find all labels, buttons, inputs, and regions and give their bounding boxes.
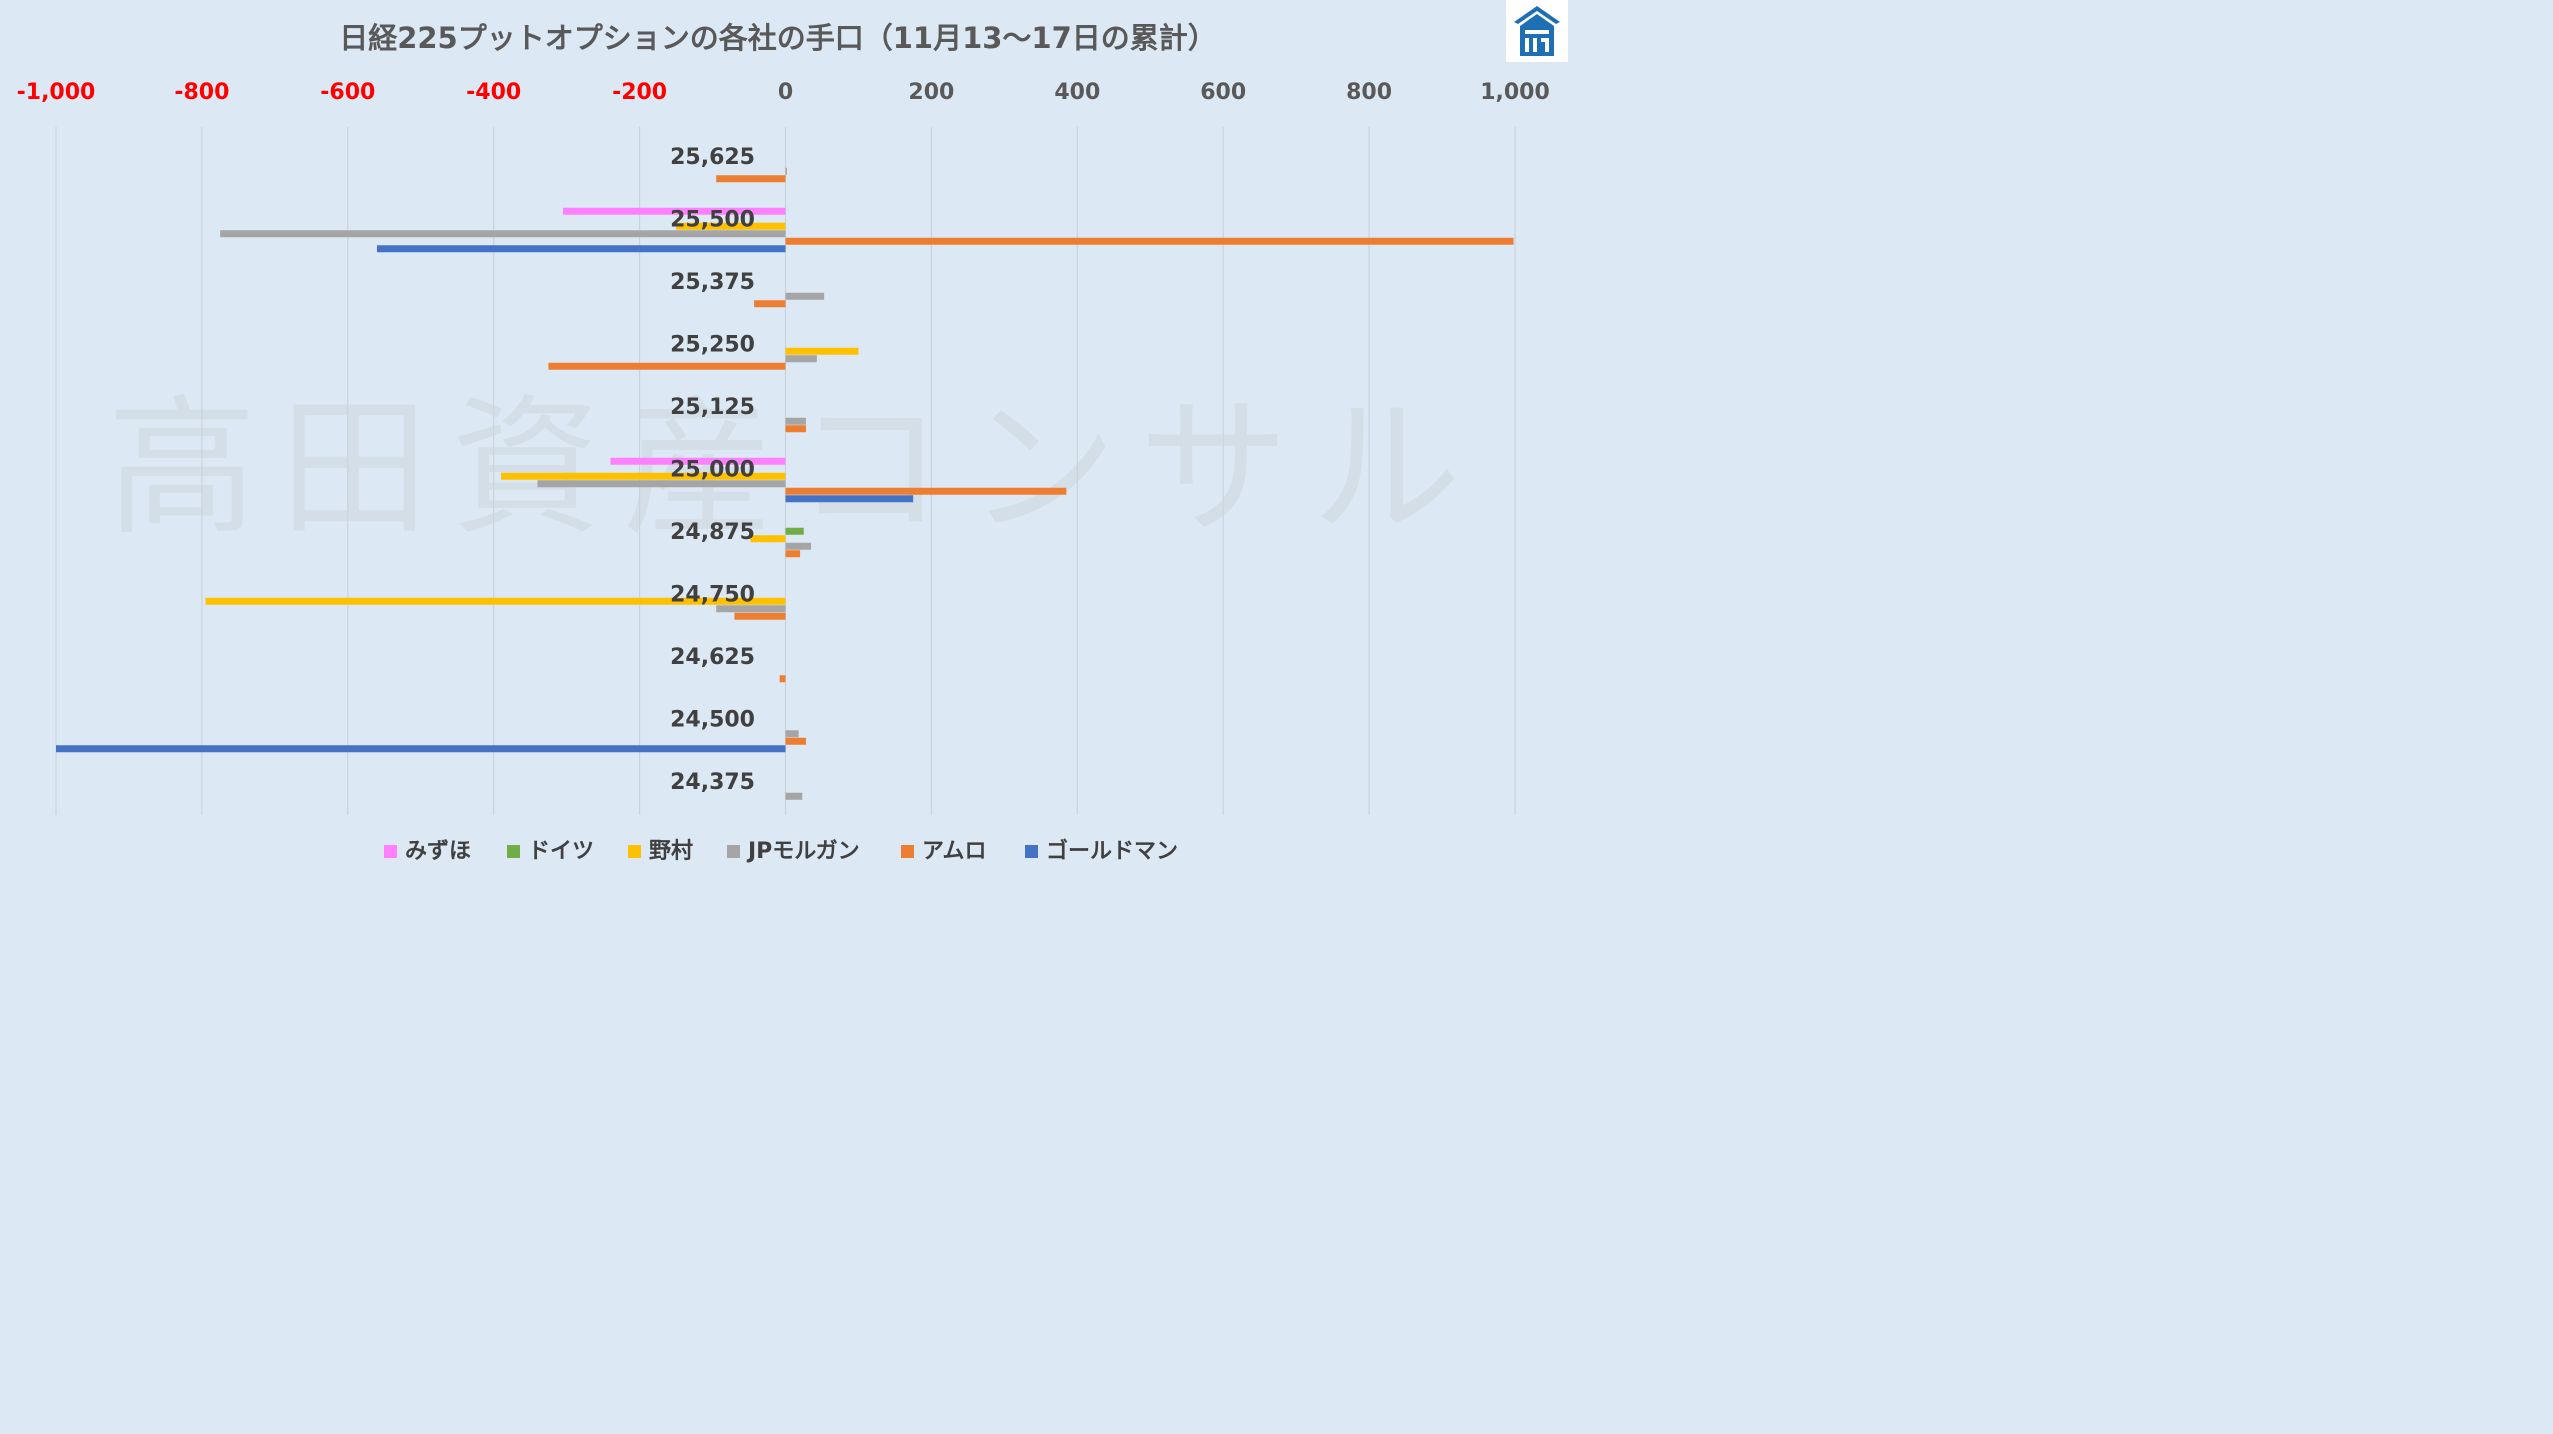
legend: みずほ ドイツ 野村 JPモルガン アムロ ゴールドマン [384, 838, 1178, 864]
bar [785, 542, 812, 550]
bar [500, 472, 786, 480]
legend-swatch [628, 845, 641, 858]
bar [785, 347, 859, 355]
bar [785, 792, 803, 800]
x-tick-label: 1,000 [1480, 80, 1550, 105]
category-label: 25,250 [670, 333, 755, 358]
bar [537, 480, 786, 488]
bar [220, 230, 786, 238]
chart-title: 日経225プットオプションの各社の手口（11月13〜17日の累計） [339, 21, 1217, 55]
category-label: 25,500 [670, 208, 755, 233]
legend-swatch [384, 845, 397, 858]
bar [785, 487, 1067, 495]
category-label: 24,375 [670, 770, 755, 795]
bar [376, 245, 786, 253]
house-logo-icon [1506, 0, 1568, 62]
bar [785, 292, 825, 300]
chart: 高田資産コンサル 25,62525,50025,37525,25025,1252… [17, 21, 1550, 864]
bar [716, 605, 786, 613]
category-label: 25,375 [670, 270, 755, 295]
bar [785, 527, 804, 535]
bar [610, 457, 786, 465]
category-label: 24,500 [670, 708, 755, 733]
bar [785, 730, 799, 738]
category-label: 25,625 [670, 145, 755, 170]
bar [785, 355, 817, 363]
category-label: 25,000 [670, 458, 755, 483]
category-label: 25,125 [670, 395, 755, 420]
bar [785, 550, 801, 558]
bar [563, 207, 786, 215]
bar [785, 237, 1514, 245]
legend-swatch [1025, 845, 1038, 858]
bar [785, 737, 806, 745]
category-label: 24,625 [670, 645, 755, 670]
x-tick-label: 200 [908, 80, 954, 105]
bar [676, 222, 786, 230]
bar [750, 535, 786, 543]
x-tick-label: 600 [1200, 80, 1246, 105]
x-tick-label: -1,000 [17, 80, 96, 105]
legend-label: ゴールドマン [1046, 838, 1178, 864]
bar [785, 167, 787, 175]
bar [734, 612, 786, 620]
category-labels: 25,625 25,500 25,375 25,250 25,125 25,000 24,8… [670, 145, 755, 795]
legend-label: アムロ [922, 839, 986, 864]
bar [785, 425, 806, 433]
x-tick-label: -400 [466, 80, 521, 105]
bars [56, 167, 1514, 800]
category-label: 24,875 [670, 520, 755, 545]
legend-label: ドイツ [528, 839, 594, 864]
x-tick-labels: -1,000 -800 -600 -400 -200 0 200 400 600 800 1,000 [17, 80, 1550, 105]
x-tick-label: 400 [1054, 80, 1100, 105]
legend-label: みずほ [405, 839, 471, 864]
bar [205, 597, 786, 605]
bar [56, 745, 786, 753]
x-tick-label: 800 [1346, 80, 1392, 105]
x-tick-label: 0 [778, 80, 793, 105]
x-tick-label: -200 [612, 80, 667, 105]
bar [785, 495, 914, 503]
category-label: 24,750 [670, 583, 755, 608]
legend-swatch [727, 845, 740, 858]
bar [548, 362, 786, 370]
bar [754, 300, 786, 308]
legend-label: 野村 [649, 839, 693, 864]
legend-swatch [901, 845, 914, 858]
x-tick-label: -600 [320, 80, 375, 105]
legend-label: JPモルガン [746, 839, 860, 864]
bar [785, 417, 806, 425]
x-tick-label: -800 [174, 80, 229, 105]
bar [779, 675, 786, 683]
legend-swatch [507, 845, 520, 858]
bar [716, 175, 786, 183]
watermark: 高田資産コンサル [107, 382, 1483, 556]
